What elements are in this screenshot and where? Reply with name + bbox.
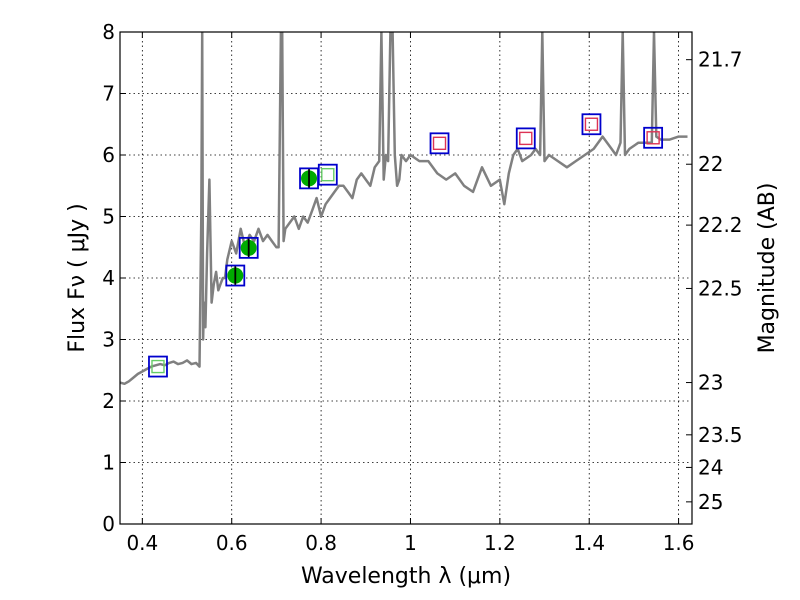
y-tick-label: 5: [102, 205, 115, 229]
y-tick-label: 7: [102, 82, 115, 106]
y-tick-label: 2: [102, 389, 115, 413]
model-box-point: [581, 113, 602, 136]
x-tick-label: 0.6: [216, 531, 248, 555]
y-tick-label: 3: [102, 328, 115, 352]
nir-obs-point: [646, 131, 660, 145]
nir-obs-point: [432, 136, 447, 151]
nir-obs-point: [519, 131, 533, 146]
optical-obs-point: [321, 167, 335, 182]
y2-tick-label: 25: [698, 490, 723, 514]
y2-tick-label: 23: [698, 371, 723, 395]
model-box-point: [643, 126, 664, 149]
model-box-point: [148, 355, 168, 378]
nir-obs-point: [584, 117, 599, 131]
x-tick-label: 1: [404, 531, 417, 555]
model-box-point: [225, 264, 246, 287]
ticks: 0.4 0.6 0.8 1 1.2 1.4 1.601234567821.72222.222…: [102, 20, 742, 555]
marker-layer: [148, 113, 664, 378]
y2-tick-label: 21.7: [698, 48, 743, 72]
x-axis-label: Wavelength λ (μm): [301, 564, 511, 589]
y2-tick-label: 22.2: [698, 213, 743, 237]
spectrum-line: [120, 32, 688, 386]
x-tick-label: 1.2: [484, 531, 516, 555]
y2-tick-label: 22.5: [698, 276, 743, 300]
y-tick-label: 1: [102, 451, 115, 475]
y2-axis-label: Magnitude (AB): [755, 183, 780, 354]
y2-tick-label: 22: [698, 152, 723, 176]
optical-obs-point: [151, 359, 165, 374]
x-tick-label: 1.4: [573, 531, 605, 555]
y-tick-label: 6: [102, 143, 115, 167]
y2-tick-label: 24: [698, 455, 723, 479]
model-box-point: [317, 163, 338, 186]
y2-tick-label: 23.5: [698, 423, 743, 447]
x-tick-label: 0.8: [305, 531, 337, 555]
x-tick-label: 1.6: [663, 531, 695, 555]
model-box-point: [515, 127, 536, 150]
spectrum-layer: [120, 32, 688, 386]
y-tick-label: 0: [102, 512, 115, 536]
x-tick-label: 0.4: [126, 531, 158, 555]
y-tick-label: 4: [102, 266, 115, 290]
y-tick-label: 8: [102, 20, 115, 44]
y-axis-label: Flux Fν ( μJy ): [65, 203, 90, 352]
model-box-point: [429, 132, 450, 155]
model-box-point: [238, 236, 259, 259]
